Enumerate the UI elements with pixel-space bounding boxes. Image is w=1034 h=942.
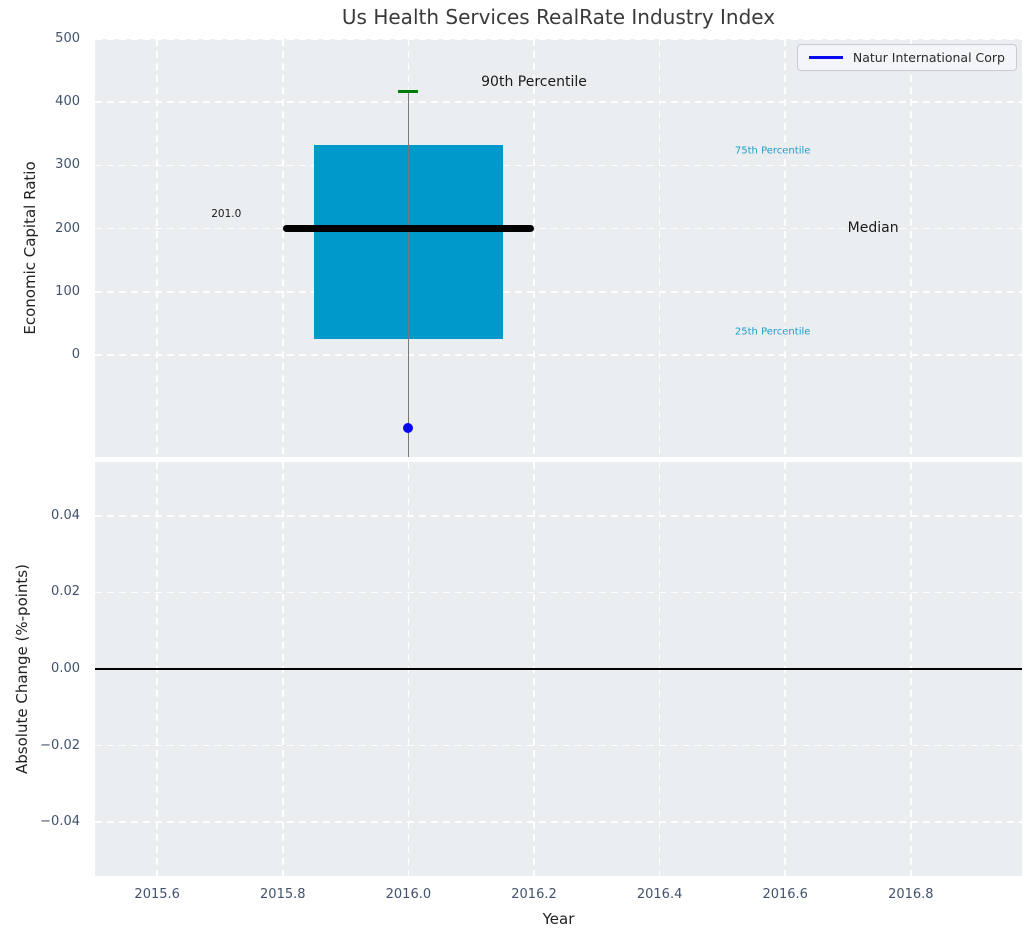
x-tick-label: 2016.6 [762,887,808,902]
y-gridline [95,227,1022,230]
x-tick-label: 2016.8 [888,887,934,902]
x-gridline [533,39,535,457]
x-axis-label: Year [542,910,575,928]
y-gridline [95,354,1022,356]
legend: Natur International Corp [796,44,1017,71]
y-tick-label: 0.02 [51,584,80,600]
y-tick-label: 500 [55,31,80,46]
y-gridline [95,39,1022,40]
y-gridline [95,821,1022,823]
legend-line-sample [808,56,843,59]
annotation: 90th Percentile [481,74,587,90]
y-tick-label: −0.02 [40,737,80,753]
chart-title: Us Health Services RealRate Industry Ind… [341,5,776,29]
x-tick-label: 2015.8 [260,887,306,902]
x-gridline [658,39,661,457]
annotation: 201.0 [211,208,242,221]
y-tick-label: 100 [55,283,80,299]
annotation: 75th Percentile [734,145,811,157]
median-line [282,224,534,232]
x-tick-label: 2016.2 [511,887,557,902]
y-tick-label: 0 [71,347,80,363]
top-y-axis-label: Economic Capital Ratio [21,161,39,335]
y-tick-label: −0.04 [40,814,80,830]
y-gridline [95,164,1022,167]
annotation: 25th Percentile [734,326,811,338]
x-gridline [282,39,284,457]
x-tick-label: 2016.0 [385,887,432,902]
y-tick-label: 200 [55,220,80,236]
zero-line [95,668,1022,670]
whisker-line [407,91,410,457]
x-tick-label: 2016.4 [636,887,683,902]
bottom-axes [95,462,1022,876]
x-gridline [910,39,912,457]
legend-label: Natur International Corp [852,50,1005,65]
y-tick-label: 300 [55,157,80,173]
y-gridline [95,515,1022,517]
x-gridline [784,39,786,457]
top-axes: Natur International Corp 90th Percentile… [95,39,1022,457]
x-tick-label: 2015.6 [134,887,180,902]
annotation: Median [847,220,899,237]
company-point [403,422,414,433]
y-tick-label: 0.00 [51,661,80,676]
y-tick-label: 0.04 [51,507,80,523]
y-gridline [95,591,1022,594]
percentile-90-cap [398,89,419,93]
y-tick-label: 400 [55,94,80,110]
y-gridline [95,744,1022,747]
y-gridline [95,101,1022,103]
x-gridline [156,39,158,457]
y-gridline [95,291,1022,293]
